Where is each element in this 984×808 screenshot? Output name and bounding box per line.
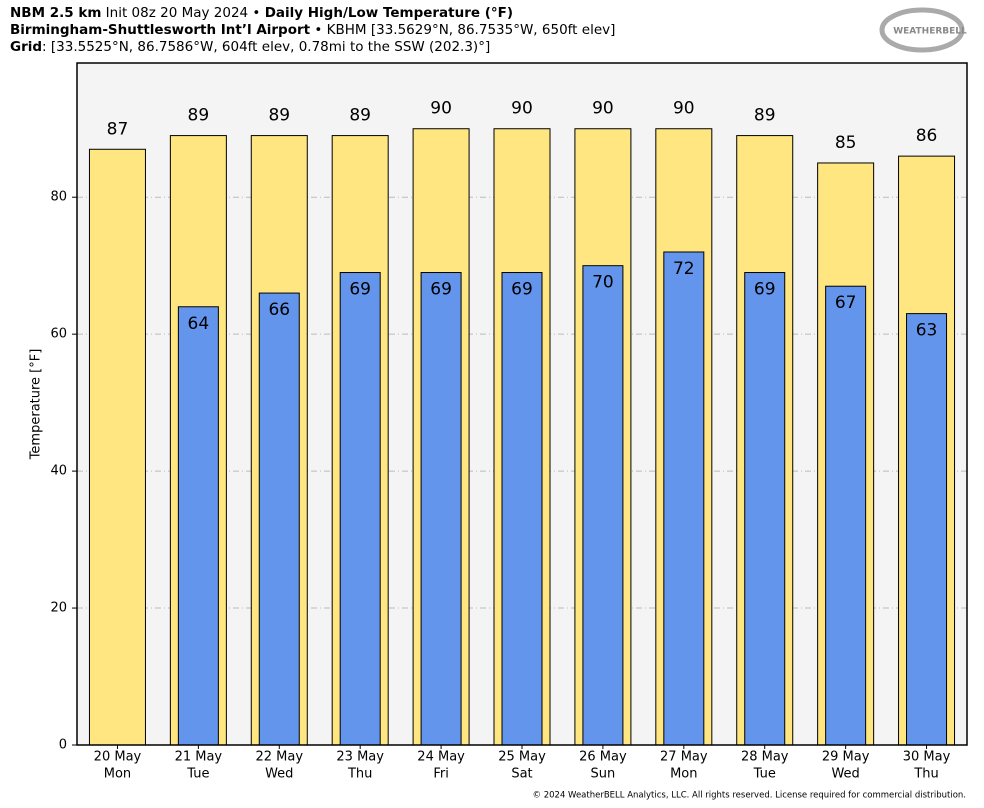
x-tick-label: Mon (104, 767, 131, 782)
y-tick-label: 40 (50, 464, 67, 479)
value-label: 70 (592, 273, 614, 293)
header: NBM 2.5 km Init 08z 20 May 2024 • Daily … (10, 5, 615, 56)
x-tick-label: Thu (913, 767, 938, 782)
value-label: 89 (349, 106, 371, 126)
logo-text: WEATHERBELL (893, 27, 967, 37)
header-text: : [33.5525°N, 86.7586°W, 604ft elev, 0.7… (42, 39, 491, 55)
x-tick-label: 27 May (660, 750, 708, 765)
y-axis-label: Temperature [°F] (29, 349, 44, 461)
bar (339, 272, 381, 746)
value-label: 89 (754, 106, 776, 126)
header-line: NBM 2.5 km Init 08z 20 May 2024 • Daily … (10, 5, 615, 22)
x-tick-label: 29 May (822, 750, 870, 765)
x-tick-label: 25 May (498, 750, 546, 765)
value-label: 66 (268, 300, 290, 320)
x-tick-label: 26 May (579, 750, 627, 765)
value-label: 69 (349, 280, 371, 300)
y-tick-label: 0 (59, 738, 67, 753)
bar (420, 272, 462, 746)
bar (501, 272, 543, 746)
bar (582, 265, 624, 746)
value-label: 90 (673, 99, 695, 119)
x-tick-label: Sun (591, 767, 616, 782)
value-label: 90 (511, 99, 533, 119)
x-tick-label: 21 May (175, 750, 223, 765)
plot-frame (76, 62, 968, 746)
x-tick-label: Mon (670, 767, 697, 782)
bar (744, 272, 786, 746)
x-tick-label: Thu (347, 767, 372, 782)
header-text: Birmingham-Shuttlesworth Int’l Airport (10, 22, 311, 38)
x-tick-label: Wed (831, 767, 859, 782)
value-label: 72 (673, 259, 695, 279)
value-label: 67 (835, 293, 857, 313)
header-text: Daily High/Low Temperature (°F) (264, 5, 514, 21)
value-label: 69 (430, 280, 452, 300)
x-tick-label: 20 May (94, 750, 142, 765)
value-label: 64 (188, 314, 210, 334)
x-tick-label: 28 May (741, 750, 789, 765)
value-label: 86 (916, 126, 938, 146)
value-label: 89 (188, 106, 210, 126)
value-label: 89 (268, 106, 290, 126)
x-tick-label: Fri (433, 767, 449, 782)
value-label: 85 (835, 133, 857, 153)
x-tick-label: Tue (186, 767, 209, 782)
bar (88, 148, 146, 746)
y-tick-label: 80 (50, 190, 67, 205)
value-label: 69 (754, 280, 776, 300)
value-label: 87 (107, 119, 129, 139)
logo-ring (879, 7, 965, 53)
header-text: Grid (10, 39, 43, 55)
value-label: 90 (430, 99, 452, 119)
header-line: Grid: [33.5525°N, 86.7586°W, 604ft elev,… (10, 39, 615, 56)
x-tick-label: Sat (511, 767, 532, 782)
value-label: 69 (511, 280, 533, 300)
header-text: Init 08z 20 May 2024 • (101, 5, 265, 21)
x-tick-label: 23 May (336, 750, 384, 765)
value-label: 90 (592, 99, 614, 119)
x-tick-label: 30 May (903, 750, 951, 765)
value-label: 63 (916, 321, 938, 341)
header-line: Birmingham-Shuttlesworth Int’l Airport •… (10, 22, 615, 39)
bar (663, 251, 705, 746)
bar (258, 292, 300, 746)
y-tick-label: 20 (50, 601, 67, 616)
x-tick-label: 22 May (255, 750, 303, 765)
x-tick-label: Tue (753, 767, 776, 782)
bar (177, 306, 219, 746)
header-text: NBM 2.5 km (10, 5, 102, 21)
bar (825, 285, 867, 746)
footer: © 2024 WeatherBELL Analytics, LLC. All r… (533, 791, 966, 801)
header-text: • KBHM [33.5629°N, 86.7535°W, 650ft elev… (310, 22, 616, 38)
bar (906, 313, 948, 746)
x-tick-label: 24 May (417, 750, 465, 765)
y-tick-label: 60 (50, 327, 67, 342)
x-tick-label: Wed (265, 767, 293, 782)
logo: WEATHERBELL (879, 7, 967, 53)
